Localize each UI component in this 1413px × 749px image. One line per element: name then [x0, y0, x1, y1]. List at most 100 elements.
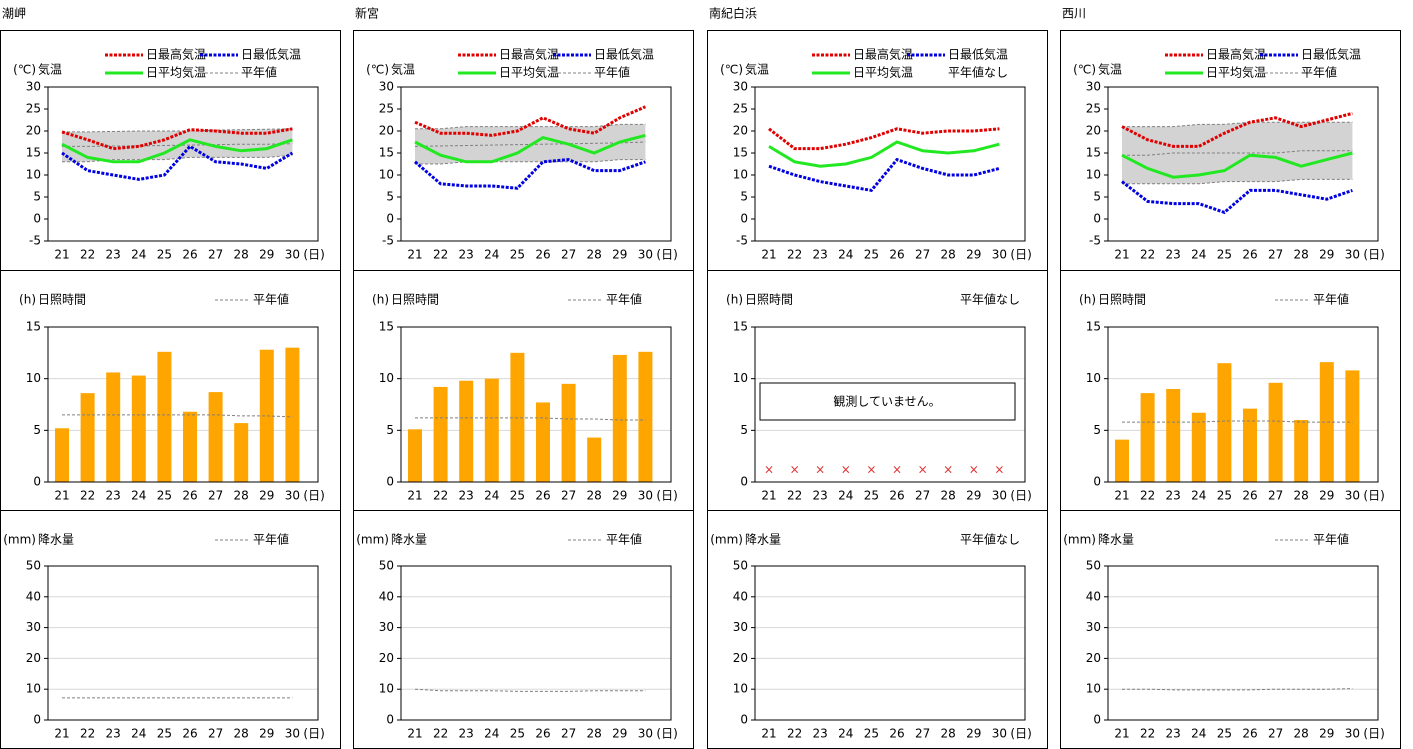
normal-line	[1122, 688, 1353, 691]
y-tick-label: 25	[26, 102, 41, 116]
y-tick-label: 20	[1086, 651, 1101, 665]
bar	[131, 375, 146, 482]
chart-title: 日照時間	[745, 293, 793, 307]
y-tick-label: 5	[740, 423, 748, 437]
x-tick-label: 25	[1217, 727, 1232, 741]
bar	[1191, 412, 1206, 482]
bar	[208, 392, 223, 482]
y-tick-label: 50	[733, 559, 748, 573]
x-tick-label: 24	[131, 489, 146, 503]
x-tick-label: 30	[285, 727, 300, 741]
x-unit: (日)	[303, 727, 324, 741]
x-tick-label: 23	[1166, 248, 1181, 262]
x-unit: (日)	[1363, 248, 1384, 262]
x-tick-label: 22	[787, 248, 802, 262]
x-tick-label: 21	[54, 727, 69, 741]
y-tick-label: 5	[386, 423, 394, 437]
y-tick-label: 15	[733, 146, 748, 160]
x-tick-label: 24	[1191, 489, 1206, 503]
x-tick-label: 24	[1191, 248, 1206, 262]
x-tick-label: 29	[259, 489, 274, 503]
x-tick-label: 21	[54, 489, 69, 503]
x-tick-label: 22	[80, 727, 95, 741]
x-unit: (日)	[656, 727, 677, 741]
x-tick-label: 27	[1268, 727, 1283, 741]
x-tick-label: 30	[1345, 248, 1360, 262]
x-tick-label: 21	[761, 727, 776, 741]
chart-title: 気温	[745, 62, 769, 77]
x-unit: (日)	[656, 489, 677, 503]
x-tick-label: 23	[106, 489, 121, 503]
normal-line	[62, 414, 293, 418]
missing-mark: ×	[764, 463, 774, 477]
y-tick-label: 0	[386, 713, 394, 727]
legend-label: 日最高気温	[853, 47, 913, 62]
legend-label: 日最高気温	[1206, 47, 1266, 62]
x-tick-label: 24	[484, 248, 499, 262]
unit-label: (h)	[726, 293, 743, 307]
x-tick-label: 21	[407, 727, 422, 741]
normal-line	[1122, 178, 1353, 185]
y-tick-label: 0	[1093, 212, 1101, 226]
missing-mark: ×	[943, 463, 953, 477]
unit-label: (mm)	[710, 533, 743, 547]
legend-label: 日最低気温	[241, 47, 301, 62]
unit-label: (mm)	[356, 533, 389, 547]
note-text: 観測していません。	[833, 395, 940, 409]
plot-frame	[400, 326, 672, 483]
x-tick-label: 22	[80, 489, 95, 503]
missing-mark: ×	[918, 463, 928, 477]
plot-frame	[400, 86, 672, 242]
x-tick-label: 29	[612, 248, 627, 262]
y-tick-label: 20	[1086, 124, 1101, 138]
bar	[612, 354, 627, 482]
x-tick-label: 23	[813, 248, 828, 262]
x-tick-label: 27	[1268, 489, 1283, 503]
y-tick-label: 30	[733, 620, 748, 634]
y-tick-label: 25	[1086, 102, 1101, 116]
y-tick-label: -5	[29, 234, 41, 248]
y-tick-label: 40	[1086, 589, 1101, 603]
unit-label: (h)	[1079, 293, 1096, 307]
y-tick-label: 5	[33, 190, 41, 204]
plot-frame	[754, 86, 1026, 242]
x-tick-label: 23	[1166, 727, 1181, 741]
x-tick-label: 24	[484, 489, 499, 503]
series-line	[61, 138, 293, 164]
series-line	[414, 158, 646, 190]
bar	[433, 386, 448, 482]
chart-title: 気温	[391, 62, 415, 77]
missing-mark: ×	[892, 463, 902, 477]
normal-line	[62, 154, 293, 163]
bar	[1294, 420, 1309, 482]
x-tick-label: 23	[106, 248, 121, 262]
missing-mark: ×	[866, 463, 876, 477]
bar	[408, 429, 422, 482]
x-tick-label: 21	[1114, 248, 1129, 262]
bar	[1345, 370, 1360, 482]
x-tick-label: 29	[259, 248, 274, 262]
x-tick-label: 28	[587, 248, 602, 262]
x-unit: (日)	[1010, 248, 1031, 262]
x-tick-label: 25	[864, 248, 879, 262]
legend-label: 平年値	[241, 65, 277, 80]
y-tick-label: 10	[1086, 371, 1101, 385]
legend-label: 日最低気温	[948, 47, 1008, 62]
x-tick-label: 25	[1217, 248, 1232, 262]
plot-frame	[47, 86, 319, 242]
x-tick-label: 21	[407, 489, 422, 503]
x-tick-label: 21	[761, 489, 776, 503]
series-line	[768, 127, 1000, 151]
x-tick-label: 24	[838, 727, 853, 741]
x-tick-label: 27	[561, 489, 576, 503]
y-tick-label: 20	[733, 651, 748, 665]
x-tick-label: 25	[510, 489, 525, 503]
chart-title: 日照時間	[1098, 293, 1146, 307]
normal-line	[62, 128, 293, 133]
y-tick-label: 20	[733, 124, 748, 138]
x-tick-label: 26	[535, 248, 550, 262]
legend-label: 平年値なし	[960, 292, 1020, 307]
x-tick-label: 24	[131, 727, 146, 741]
x-tick-label: 29	[612, 489, 627, 503]
y-tick-label: 5	[386, 190, 394, 204]
